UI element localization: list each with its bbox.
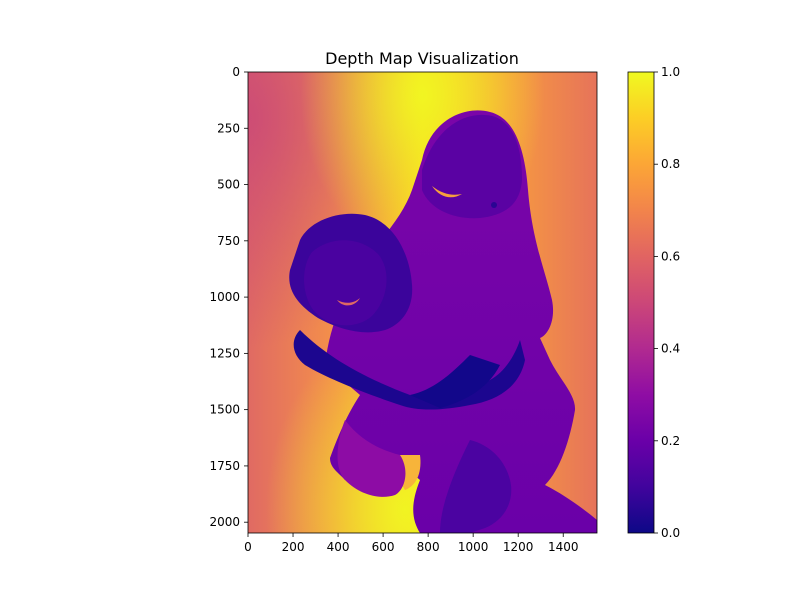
x-axis: 0 200 400 600 800 1000 1200 1400 [244,533,578,554]
x-tick-label: 400 [327,540,350,554]
y-tick-label: 2000 [209,515,240,529]
chart-title: Depth Map Visualization [325,49,519,68]
x-tick-label: 200 [282,540,305,554]
colorbar-tick-label: 0.2 [661,434,680,448]
x-tick-label: 1000 [458,540,489,554]
colorbar-ticks: 0.0 0.2 0.4 0.6 0.8 1.0 [654,65,680,540]
y-tick-label: 0 [232,65,240,79]
y-tick-label: 1000 [209,290,240,304]
y-tick-label: 250 [217,121,240,135]
y-tick-label: 1500 [209,403,240,417]
back-figure-silhouette [325,110,597,533]
colorbar-gradient [627,71,655,534]
y-tick-label: 750 [217,234,240,248]
colorbar-tick-label: 0.0 [661,526,680,540]
y-tick-label: 500 [217,178,240,192]
x-tick-label: 1400 [548,540,579,554]
colorbar-tick-label: 1.0 [661,65,680,79]
y-axis: 0 250 500 750 1000 1250 1500 1750 2000 [209,65,248,529]
colorbar-tick-label: 0.8 [661,157,680,171]
x-tick-label: 1200 [503,540,534,554]
x-tick-label: 0 [244,540,252,554]
x-tick-label: 800 [417,540,440,554]
front-figure-silhouette [289,213,525,410]
depth-map-image [248,72,597,533]
colorbar-tick-label: 0.4 [661,342,680,356]
y-tick-label: 1250 [209,346,240,360]
colorbar-tick-label: 0.6 [661,249,680,263]
y-tick-label: 1750 [209,459,240,473]
legs-silhouette [337,420,512,533]
x-tick-label: 600 [372,540,395,554]
colorbar: 0.0 0.2 0.4 0.6 0.8 1.0 [627,65,680,540]
axes-frame [247,71,598,534]
